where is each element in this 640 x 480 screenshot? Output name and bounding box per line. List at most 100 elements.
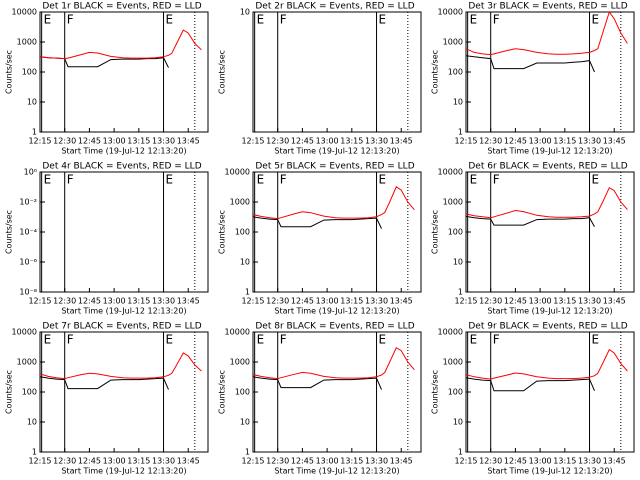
x-tick-label: 12:30 bbox=[53, 137, 76, 146]
x-tick-label: 13:00 bbox=[103, 297, 126, 306]
y-tick-label: 10 bbox=[453, 258, 463, 267]
series-line bbox=[252, 346, 415, 380]
y-tick-label: 1000 bbox=[17, 38, 37, 47]
marker-label: E bbox=[379, 13, 387, 27]
x-axis-label: Start Time (19-Jul-12 12:13:20) bbox=[61, 147, 186, 156]
chart-title: Det 4r BLACK = Events, RED = LLD bbox=[42, 162, 201, 172]
y-tick-label: 1000 bbox=[230, 358, 250, 367]
x-tick-label: 12:45 bbox=[504, 137, 527, 146]
marker-label: E bbox=[257, 333, 265, 347]
x-axis-label: Start Time (19-Jul-12 12:13:20) bbox=[487, 307, 612, 316]
x-tick-label: 13:45 bbox=[603, 297, 626, 306]
x-tick-label: 12:15 bbox=[28, 137, 51, 146]
series-line bbox=[252, 186, 415, 220]
marker-label: E bbox=[592, 13, 600, 27]
y-tick-label: 10000 bbox=[12, 8, 37, 17]
y-axis-label: Counts/sec bbox=[218, 370, 227, 414]
y-tick-label: 100 bbox=[448, 228, 463, 237]
x-tick-label: 13:00 bbox=[316, 457, 339, 466]
y-tick-label: 100 bbox=[448, 388, 463, 397]
x-tick-label: 13:30 bbox=[152, 137, 175, 146]
x-tick-label: 12:45 bbox=[291, 297, 314, 306]
y-tick-label: 10⁻⁸ bbox=[19, 288, 37, 297]
series-line bbox=[465, 348, 628, 380]
y-tick-label: 10 bbox=[27, 98, 37, 107]
y-tick-label: 100 bbox=[22, 388, 37, 397]
x-tick-label: 13:45 bbox=[603, 137, 626, 146]
y-tick-label: 10 bbox=[453, 418, 463, 427]
x-tick-label: 13:30 bbox=[365, 297, 388, 306]
chart-title: Det 6r BLACK = Events, RED = LLD bbox=[468, 162, 627, 172]
x-tick-label: 13:15 bbox=[340, 137, 363, 146]
y-axis-label: Counts/sec bbox=[218, 50, 227, 94]
x-axis-label: Start Time (19-Jul-12 12:13:20) bbox=[61, 307, 186, 316]
x-tick-label: 12:45 bbox=[78, 297, 101, 306]
x-tick-label: 13:45 bbox=[390, 297, 413, 306]
x-tick-label: 13:00 bbox=[529, 457, 552, 466]
chart-title: Det 7r BLACK = Events, RED = LLD bbox=[42, 322, 201, 332]
x-tick-label: 13:00 bbox=[103, 457, 126, 466]
y-tick-label: 1000 bbox=[230, 198, 250, 207]
x-tick-label: 12:15 bbox=[241, 297, 264, 306]
series-line bbox=[465, 215, 595, 227]
x-tick-label: 12:15 bbox=[28, 457, 51, 466]
y-tick-label: 10000 bbox=[225, 328, 250, 337]
x-tick-label: 12:45 bbox=[78, 457, 101, 466]
x-tick-label: 12:30 bbox=[53, 297, 76, 306]
y-tick-label: 1 bbox=[458, 448, 463, 457]
x-tick-label: 13:45 bbox=[603, 457, 626, 466]
y-tick-label: 1 bbox=[245, 288, 250, 297]
x-tick-label: 13:15 bbox=[127, 137, 150, 146]
x-tick-label: 13:45 bbox=[177, 457, 200, 466]
marker-label: E bbox=[166, 173, 174, 187]
y-tick-label: 100 bbox=[235, 228, 250, 237]
marker-label: F bbox=[280, 333, 287, 347]
y-tick-label: 1 bbox=[245, 448, 250, 457]
y-tick-label: 1000 bbox=[443, 38, 463, 47]
x-tick-label: 13:30 bbox=[152, 297, 175, 306]
x-tick-label: 12:30 bbox=[479, 297, 502, 306]
marker-label: F bbox=[67, 333, 74, 347]
chart-title: Det 9r BLACK = Events, RED = LLD bbox=[468, 322, 627, 332]
y-tick-label: 10000 bbox=[438, 168, 463, 177]
x-tick-label: 13:45 bbox=[177, 137, 200, 146]
y-axis-label: Counts/sec bbox=[5, 210, 14, 254]
x-tick-label: 12:45 bbox=[504, 457, 527, 466]
y-tick-label: 100 bbox=[22, 68, 37, 77]
x-tick-label: 13:00 bbox=[529, 297, 552, 306]
y-axis-label: Counts/sec bbox=[431, 370, 440, 414]
y-tick-label: 10000 bbox=[438, 8, 463, 17]
y-tick-label: 10 bbox=[240, 418, 250, 427]
x-tick-label: 13:15 bbox=[127, 457, 150, 466]
x-tick-label: 12:15 bbox=[454, 297, 477, 306]
y-tick-label: 10000 bbox=[438, 328, 463, 337]
plot-frame bbox=[252, 11, 422, 133]
series-line bbox=[39, 29, 202, 60]
x-tick-label: 12:45 bbox=[291, 137, 314, 146]
y-axis-label: Counts/sec bbox=[431, 210, 440, 254]
series-line bbox=[252, 216, 382, 229]
x-tick-label: 12:15 bbox=[454, 137, 477, 146]
y-tick-label: 10 bbox=[27, 418, 37, 427]
y-axis-label: Counts/sec bbox=[5, 50, 14, 94]
x-tick-label: 13:00 bbox=[103, 137, 126, 146]
series-line bbox=[39, 352, 202, 380]
y-tick-label: 10⁻² bbox=[19, 198, 37, 207]
marker-label: F bbox=[493, 13, 500, 27]
x-tick-label: 13:15 bbox=[127, 297, 150, 306]
marker-label: E bbox=[257, 173, 265, 187]
x-tick-label: 13:30 bbox=[578, 137, 601, 146]
marker-label: E bbox=[470, 173, 478, 187]
marker-label: E bbox=[166, 333, 174, 347]
marker-label: E bbox=[44, 13, 52, 27]
y-axis-label: Counts/sec bbox=[218, 210, 227, 254]
marker-label: E bbox=[592, 333, 600, 347]
marker-label: F bbox=[67, 13, 74, 27]
x-tick-label: 13:00 bbox=[316, 137, 339, 146]
x-tick-label: 12:30 bbox=[479, 457, 502, 466]
marker-label: F bbox=[493, 333, 500, 347]
x-tick-label: 12:15 bbox=[28, 297, 51, 306]
x-tick-label: 13:15 bbox=[553, 457, 576, 466]
x-tick-label: 12:45 bbox=[504, 297, 527, 306]
chart-title: Det 2r BLACK = Events, RED = LLD bbox=[255, 2, 414, 12]
